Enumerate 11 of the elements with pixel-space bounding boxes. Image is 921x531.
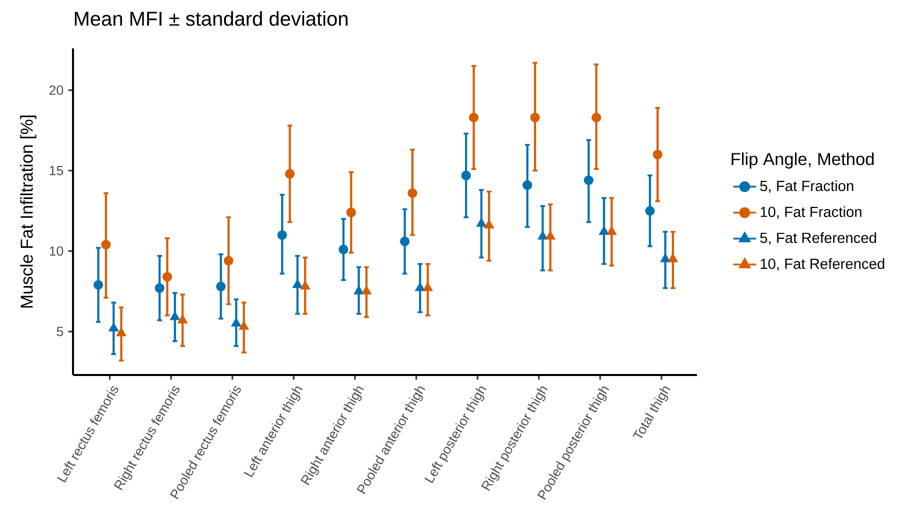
legend-label: 5, Fat Fraction xyxy=(760,180,854,193)
y-tick-label: 20 xyxy=(49,85,64,95)
legend-label: 10, Fat Referenced xyxy=(760,258,884,271)
legend-label: 10, Fat Fraction xyxy=(760,206,862,219)
legend-title: Flip Angle, Method xyxy=(732,152,874,169)
y-tick-label: 10 xyxy=(50,246,64,256)
y-tick-label: 15 xyxy=(50,166,64,176)
legend-label: 5, Fat Referenced xyxy=(760,232,876,245)
y-axis-title: Muscle Fat Infiltration [%] xyxy=(20,116,36,308)
y-tick-label: 5 xyxy=(56,326,64,336)
chart-title: Mean MFI ± standard deviation xyxy=(74,11,348,26)
